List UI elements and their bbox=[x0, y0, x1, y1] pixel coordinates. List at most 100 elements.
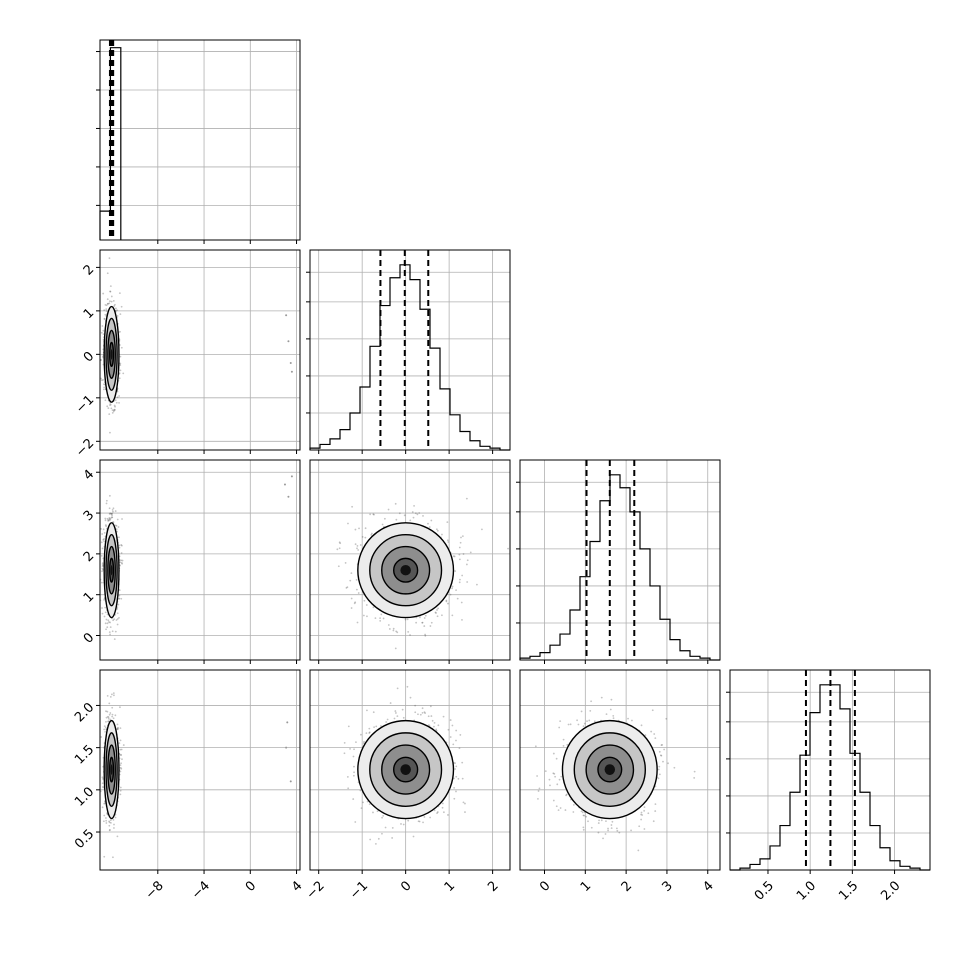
scatter-point bbox=[388, 628, 391, 630]
scatter-point bbox=[100, 581, 103, 584]
scatter-point bbox=[104, 519, 107, 522]
scatter-point bbox=[374, 617, 377, 620]
scatter-point bbox=[590, 700, 593, 703]
scatter-point bbox=[379, 619, 382, 622]
contour-line bbox=[103, 522, 120, 619]
scatter-point bbox=[106, 517, 109, 520]
scatter-point bbox=[396, 687, 399, 690]
scatter-point bbox=[360, 807, 363, 809]
scatter-point bbox=[115, 401, 118, 404]
panel-frame bbox=[309, 249, 511, 451]
scatter-point bbox=[104, 606, 107, 609]
scatter-point bbox=[104, 730, 107, 733]
scatter-point bbox=[631, 719, 633, 722]
scatter-point bbox=[101, 786, 104, 788]
scatter-point bbox=[109, 712, 112, 714]
scatter-point bbox=[105, 822, 108, 824]
scatter-point bbox=[562, 745, 565, 747]
scatter-point bbox=[402, 716, 405, 719]
scatter-point bbox=[108, 824, 111, 827]
y-tick-label: 2.0 bbox=[72, 700, 97, 725]
contour-line bbox=[381, 744, 431, 795]
scatter-point bbox=[422, 821, 424, 824]
panel-content bbox=[336, 497, 509, 650]
scatter-point bbox=[365, 732, 368, 735]
panel-frame bbox=[99, 669, 301, 871]
panel-frame bbox=[99, 459, 301, 661]
y-tick-label: 1.5 bbox=[72, 742, 97, 767]
scatter-point bbox=[364, 527, 367, 530]
scatter-point bbox=[658, 765, 661, 768]
diagonal-panel-3 bbox=[726, 669, 931, 871]
scatter-point bbox=[112, 717, 115, 720]
scatter-point bbox=[120, 748, 123, 751]
scatter-point bbox=[555, 757, 558, 760]
scatter-point bbox=[421, 621, 424, 624]
scatter-point bbox=[428, 526, 431, 528]
x-tick-label: 1.0 bbox=[794, 878, 819, 903]
scatter-point bbox=[109, 821, 112, 824]
scatter-point bbox=[112, 507, 115, 510]
scatter-point bbox=[350, 607, 353, 609]
scatter-point bbox=[347, 787, 350, 790]
x-tick-label: −8 bbox=[143, 878, 167, 902]
scatter-point bbox=[413, 504, 415, 507]
scatter-point bbox=[433, 721, 436, 724]
scatter-point bbox=[110, 516, 113, 519]
scatter-point bbox=[366, 615, 368, 618]
scatter-point bbox=[119, 369, 122, 372]
scatter-point bbox=[417, 820, 420, 823]
scatter-point bbox=[344, 562, 347, 564]
scatter-point bbox=[101, 806, 104, 809]
panel-frame bbox=[519, 669, 721, 871]
scatter-point bbox=[118, 395, 121, 397]
scatter-point bbox=[119, 561, 122, 564]
scatter-point bbox=[658, 750, 661, 753]
outlier-point bbox=[289, 362, 292, 365]
scatter-point bbox=[612, 717, 615, 720]
scatter-point bbox=[587, 820, 589, 823]
scatter-point bbox=[652, 820, 655, 823]
scatter-point bbox=[418, 820, 421, 823]
scatter-point bbox=[111, 512, 113, 515]
scatter-point bbox=[109, 285, 112, 288]
scatter-point bbox=[119, 330, 121, 333]
scatter-point bbox=[552, 799, 555, 802]
scatter-point bbox=[105, 710, 107, 713]
scatter-point bbox=[435, 612, 437, 614]
scatter-point bbox=[100, 527, 102, 530]
scatter-point bbox=[108, 513, 111, 515]
scatter-point bbox=[120, 754, 122, 757]
scatter-point bbox=[693, 777, 696, 779]
scatter-point bbox=[336, 548, 339, 551]
panel-frame bbox=[519, 459, 721, 661]
scatter-point bbox=[102, 538, 105, 541]
scatter-point bbox=[394, 710, 397, 712]
scatter-point bbox=[108, 631, 111, 634]
scatter-point bbox=[358, 527, 360, 530]
scatter-point bbox=[580, 710, 583, 713]
scatter-point bbox=[449, 719, 452, 721]
scatter-point bbox=[640, 724, 643, 727]
scatter-point bbox=[119, 355, 122, 358]
scatter-point bbox=[108, 519, 111, 522]
scatter-point bbox=[421, 711, 424, 714]
scatter-point bbox=[643, 806, 646, 809]
scatter-point bbox=[429, 625, 432, 627]
scatter-point bbox=[103, 540, 106, 543]
scatter-point bbox=[372, 606, 375, 609]
scatter-point bbox=[370, 532, 373, 535]
scatter-point bbox=[569, 723, 572, 726]
scatter-point bbox=[559, 720, 562, 723]
contour-line bbox=[105, 533, 118, 607]
scatter-point bbox=[103, 386, 106, 389]
scatter-point bbox=[98, 381, 100, 383]
panel-frame bbox=[99, 39, 301, 241]
scatter-point bbox=[580, 810, 583, 813]
scatter-point bbox=[105, 310, 108, 312]
scatter-point bbox=[357, 592, 360, 594]
scatter-point bbox=[104, 517, 107, 520]
scatter-point bbox=[429, 705, 432, 708]
scatter-point bbox=[111, 516, 114, 519]
scatter-point bbox=[442, 811, 445, 814]
